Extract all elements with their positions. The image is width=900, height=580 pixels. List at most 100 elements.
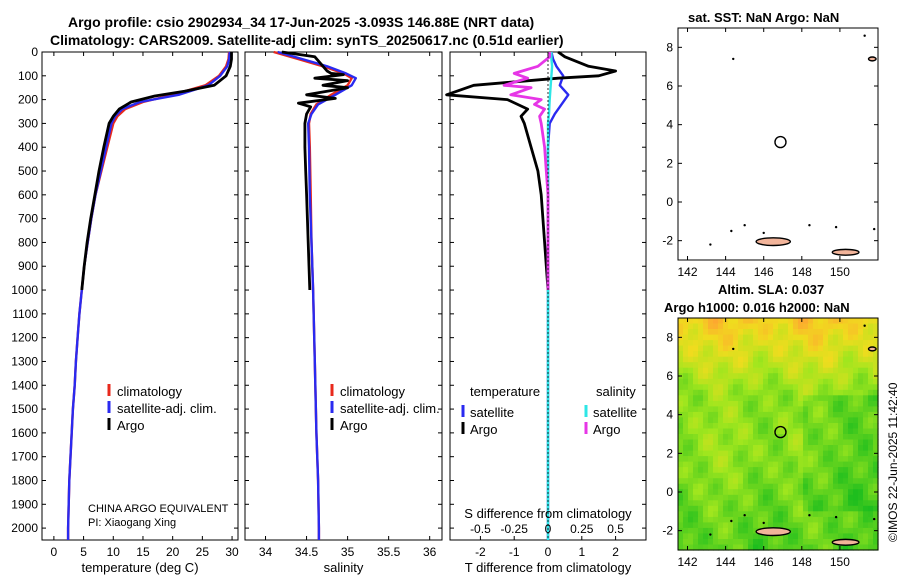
temp-legend-label: Argo [117, 418, 144, 433]
sst-island [831, 248, 860, 256]
sst-islet [834, 225, 838, 229]
sst-xtick-label: 148 [792, 265, 812, 279]
sla-ytick-label: 2 [666, 446, 673, 460]
sst-ytick-label: 0 [666, 195, 673, 209]
difference-xtick-label: -1 [509, 545, 520, 559]
temp-legend-label: climatology [117, 384, 183, 399]
sst-islet [762, 231, 765, 235]
depth-tick-label: 900 [18, 259, 38, 273]
sla-map-frame [677, 317, 879, 551]
sla-xtick-label: 146 [754, 555, 774, 569]
sla-islet [732, 347, 735, 351]
difference-xlabel: T difference from climatology [465, 560, 632, 575]
depth-tick-label: 1600 [11, 426, 38, 440]
sst-island [867, 56, 877, 62]
depth-tick-label: 600 [18, 188, 38, 202]
depth-tick-label: 200 [18, 93, 38, 107]
sla-panel-title: Altim. SLA: 0.037 [718, 282, 825, 297]
diff-legend-label: Argo [470, 422, 497, 437]
sla-ytick-label: -2 [662, 524, 673, 538]
diff-legend-header-sal: salinity [596, 384, 636, 399]
sst-islet [743, 224, 746, 227]
depth-tick-label: 400 [18, 140, 38, 154]
sla-islet [872, 517, 876, 521]
temperature-xtick-label: 20 [166, 545, 180, 559]
salinity-series-satellite-adj-clim- [277, 50, 357, 540]
diff-legend-label: satellite [470, 405, 514, 420]
sla-ytick-label: 8 [666, 330, 673, 344]
diff-top-tick-label: -0.25 [501, 522, 529, 536]
depth-tick-label: 800 [18, 235, 38, 249]
difference-series-temperature-argo [445, 50, 617, 291]
depth-tick-label: 700 [18, 212, 38, 226]
sla-panel-subtitle: Argo h1000: 0.016 h2000: NaN [664, 300, 850, 315]
salinity-xtick-label: 35.5 [377, 545, 401, 559]
depth-tick-label: 2000 [11, 521, 38, 535]
temperature-xtick-label: 5 [80, 545, 87, 559]
depth-tick-label: 0 [31, 45, 38, 59]
sst-island [755, 237, 792, 247]
sla-island [831, 538, 860, 546]
float-owner-label: CHINA ARGO EQUIVALENT [88, 503, 229, 515]
temperature-xtick-label: 0 [51, 545, 58, 559]
sst-ytick-label: 6 [666, 79, 673, 93]
diff-top-tick-label: -0.5 [470, 522, 491, 536]
sst-islet [863, 34, 866, 37]
depth-tick-label: 1300 [11, 354, 38, 368]
temperature-panel-frame [41, 51, 239, 541]
sst-xtick-label: 142 [678, 265, 698, 279]
depth-tick-label: 500 [18, 164, 38, 178]
sst-float-marker [774, 135, 787, 149]
sla-xtick-label: 150 [830, 555, 850, 569]
sst-xtick-label: 146 [754, 265, 774, 279]
sst-ytick-label: 8 [666, 40, 673, 54]
salinity-xlabel: salinity [324, 560, 364, 575]
sla-islet [762, 521, 765, 525]
sst-ytick-label: 4 [666, 118, 673, 132]
depth-tick-label: 1200 [11, 331, 38, 345]
figure-title-line2: Climatology: CARS2009. Satellite-adj cli… [50, 32, 564, 48]
sla-xtick-label: 148 [792, 555, 812, 569]
temperature-xtick-label: 10 [107, 545, 121, 559]
depth-tick-label: 1900 [11, 497, 38, 511]
sla-islet [808, 514, 811, 517]
temperature-xtick-label: 15 [136, 545, 150, 559]
depth-tick-label: 100 [18, 69, 38, 83]
depth-tick-label: 1700 [11, 450, 38, 464]
diff-legend-header-temp: temperature [470, 384, 540, 399]
sla-island [755, 527, 792, 537]
difference-xtick-label: -2 [475, 545, 486, 559]
sal-legend-label: climatology [340, 384, 406, 399]
sla-float-marker [774, 425, 787, 439]
depth-tick-label: 300 [18, 116, 38, 130]
sla-ytick-label: 0 [666, 485, 673, 499]
salinity-panel-frame [244, 51, 443, 541]
sla-ytick-label: 6 [666, 369, 673, 383]
salinity-series-argo [281, 50, 350, 291]
sla-field [678, 318, 879, 551]
sla-islet [863, 324, 866, 327]
sla-xtick-label: 144 [716, 555, 736, 569]
diff-top-tick-label: 0.25 [570, 522, 594, 536]
temperature-xtick-label: 25 [196, 545, 210, 559]
sla-islet [730, 519, 733, 523]
depth-tick-label: 1500 [11, 402, 38, 416]
depth-tick-label: 1400 [11, 378, 38, 392]
salinity-xtick-label: 34.5 [295, 545, 319, 559]
sst-xtick-label: 144 [716, 265, 736, 279]
sst-ytick-label: 2 [666, 156, 673, 170]
sst-panel-title: sat. SST: NaN Argo: NaN [688, 10, 840, 25]
sst-ytick-label: -2 [662, 234, 673, 248]
diff-top-xlabel: S difference from climatology [464, 506, 632, 521]
sst-islet [709, 243, 712, 246]
sst-map-frame [677, 27, 879, 261]
sst-islet [872, 227, 876, 231]
figure-title-line1: Argo profile: csio 2902934_34 17-Jun-202… [68, 14, 535, 30]
difference-xtick-label: 2 [612, 545, 619, 559]
diff-legend-label: satellite [593, 405, 637, 420]
sla-islet [834, 515, 838, 519]
sst-islet [808, 224, 811, 227]
sal-legend-label: satellite-adj. clim. [340, 401, 440, 416]
diff-top-tick-label: 0.5 [607, 522, 624, 536]
